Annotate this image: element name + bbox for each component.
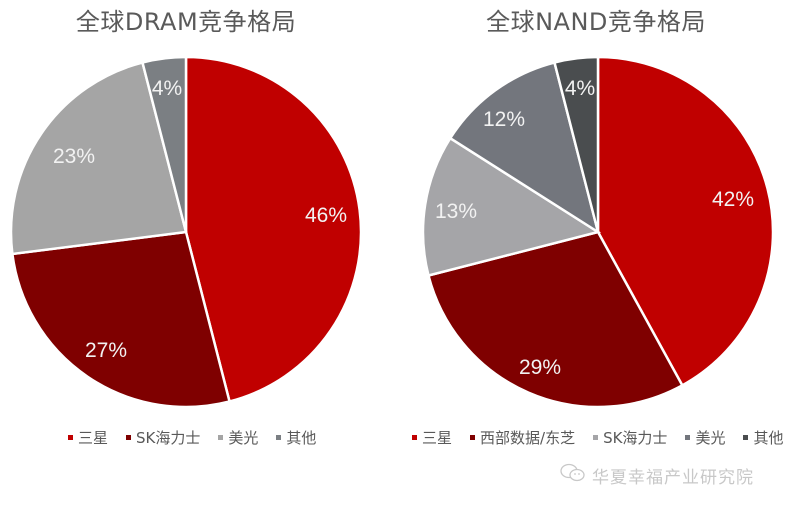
nand-legend: 三星 西部数据/东芝 SK海力士 美光 其他 [412, 427, 800, 448]
dram-legend: 三星 SK海力士 美光 其他 [68, 427, 334, 448]
legend-item: SK海力士 [593, 427, 667, 448]
legend-item: 美光 [218, 427, 258, 448]
legend-swatch [743, 435, 749, 440]
pie-slice [426, 230, 685, 409]
legend-swatch [276, 435, 282, 440]
wechat-icon [560, 463, 586, 488]
pie-data-label: 4% [565, 77, 595, 100]
legend-swatch [470, 435, 476, 440]
pie-data-label: 42% [712, 188, 754, 211]
pie-slice [184, 55, 363, 404]
pie-data-label: 29% [519, 356, 561, 379]
legend-swatch [593, 435, 599, 440]
legend-item: 其他 [743, 427, 783, 448]
pie-slice [9, 60, 188, 256]
pie-slice [552, 55, 600, 233]
nand-chart-panel: 全球NAND竞争格局 42% 29% 13% 12% 4% 三星 西部数据/东芝 SK海力士… [400, 0, 800, 512]
legend-label: SK海力士 [136, 429, 201, 447]
dram-pie-chart: 46% 27% 23% 4% [9, 55, 363, 409]
legend-swatch [412, 435, 417, 440]
legend-label: 美光 [228, 429, 259, 447]
legend-swatch [218, 435, 224, 440]
legend-item: 其他 [276, 427, 316, 448]
legend-label: SK海力士 [603, 429, 668, 447]
watermark-text: 华夏幸福产业研究院 [592, 468, 754, 488]
pie-slice [10, 230, 232, 409]
pie-slice [140, 55, 188, 233]
dram-chart-title: 全球DRAM竞争格局 [75, 8, 297, 36]
legend-label: 西部数据/东芝 [480, 429, 576, 447]
pie-data-label: 27% [85, 339, 127, 362]
legend-item: 美光 [685, 427, 725, 448]
legend-item: 西部数据/东芝 [470, 427, 575, 448]
legend-swatch [126, 435, 132, 440]
legend-swatch [68, 435, 73, 440]
pie-slice [421, 136, 602, 278]
nand-chart-title: 全球NAND竞争格局 [486, 8, 706, 36]
watermark: 华夏幸福产业研究院 [560, 463, 754, 488]
legend-item: 三星 [68, 427, 108, 448]
legend-label: 其他 [753, 429, 784, 447]
pie-data-label: 23% [53, 145, 95, 168]
pie-data-label: 4% [152, 77, 182, 100]
pie-slice [448, 60, 600, 235]
legend-label: 美光 [695, 429, 726, 447]
pie-slice [596, 55, 775, 388]
legend-label: 三星 [422, 429, 453, 447]
nand-pie-chart: 42% 29% 13% 12% 4% [421, 55, 775, 409]
pie-data-label: 13% [435, 200, 477, 223]
legend-item: SK海力士 [126, 427, 200, 448]
pie-data-label: 12% [483, 108, 525, 131]
legend-label: 三星 [78, 429, 109, 447]
legend-swatch [685, 435, 691, 440]
pie-data-label: 46% [305, 204, 347, 227]
dram-chart-panel: 全球DRAM竞争格局 46% 27% 23% 4% 三星 SK海力士 美光 其他 [9, 8, 363, 448]
legend-label: 其他 [286, 429, 317, 447]
legend-item: 三星 [412, 427, 452, 448]
